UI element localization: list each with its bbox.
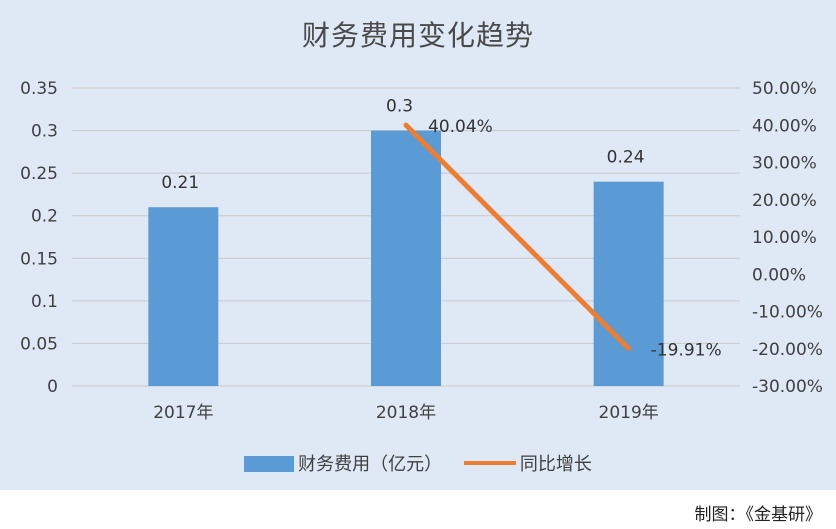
right-axis-tick-label: -10.00% xyxy=(752,303,823,323)
bar xyxy=(148,207,219,386)
right-axis-tick-label: 30.00% xyxy=(752,154,817,174)
left-axis-tick-label: 0.1 xyxy=(31,292,58,312)
bar-data-label: 0.24 xyxy=(607,148,645,168)
right-axis-tick-label: 0.00% xyxy=(752,265,806,285)
x-axis-category-label: 2019年 xyxy=(599,403,659,423)
legend-line-label: 同比增长 xyxy=(519,454,592,475)
right-axis-tick-label: 10.00% xyxy=(752,228,817,248)
right-axis-tick-label: 40.00% xyxy=(752,116,817,136)
left-axis-tick-label: 0.25 xyxy=(20,164,58,184)
legend-bar-swatch xyxy=(244,456,295,472)
right-axis-tick-label: 50.00% xyxy=(752,79,817,99)
bar-data-label: 0.21 xyxy=(161,173,199,193)
left-axis-tick-label: 0.3 xyxy=(31,122,58,142)
left-axis-tick-label: 0 xyxy=(47,377,58,397)
chart-title: 财务费用变化趋势 xyxy=(301,19,534,52)
line-data-label: -19.91% xyxy=(651,340,722,360)
left-axis-tick-label: 0.2 xyxy=(31,207,58,227)
legend-line-swatch xyxy=(463,461,516,465)
bar xyxy=(593,181,664,386)
legend-bar-label: 财务费用（亿元） xyxy=(298,454,443,475)
chart-svg: 0 0.05 0.1 0.15 0.2 0.25 0.3 0.35 -30.00% -20.00%… xyxy=(20,79,823,423)
x-axis-category-label: 2018年 xyxy=(376,403,436,423)
left-axis-tick-label: 0.05 xyxy=(20,334,58,354)
right-axis-tick-label: -20.00% xyxy=(752,340,823,360)
left-axis-tick-label: 0.35 xyxy=(20,79,58,99)
bar xyxy=(371,130,441,386)
legend-item-bar: 财务费用（亿元） xyxy=(244,450,442,476)
legend-item-line: 同比增长 xyxy=(463,450,592,476)
legend: 财务费用（亿元） 同比增长 xyxy=(0,450,836,476)
growth-line xyxy=(403,122,632,351)
right-axis-tick-label: -30.00% xyxy=(752,377,823,397)
x-axis-category-label: 2017年 xyxy=(153,403,213,423)
bar-data-label: 0.3 xyxy=(386,97,413,117)
chart-area: 财务费用变化趋势 0 0.05 0.1 0.15 0.2 0.25 0.3 0.35 -30.0… xyxy=(0,0,836,490)
right-axis-tick-label: 20.00% xyxy=(752,191,817,211)
line-data-label: 40.04% xyxy=(428,117,493,137)
credit-text: 制图：《金基研》 xyxy=(694,505,823,525)
left-axis-tick-label: 0.15 xyxy=(20,249,58,269)
